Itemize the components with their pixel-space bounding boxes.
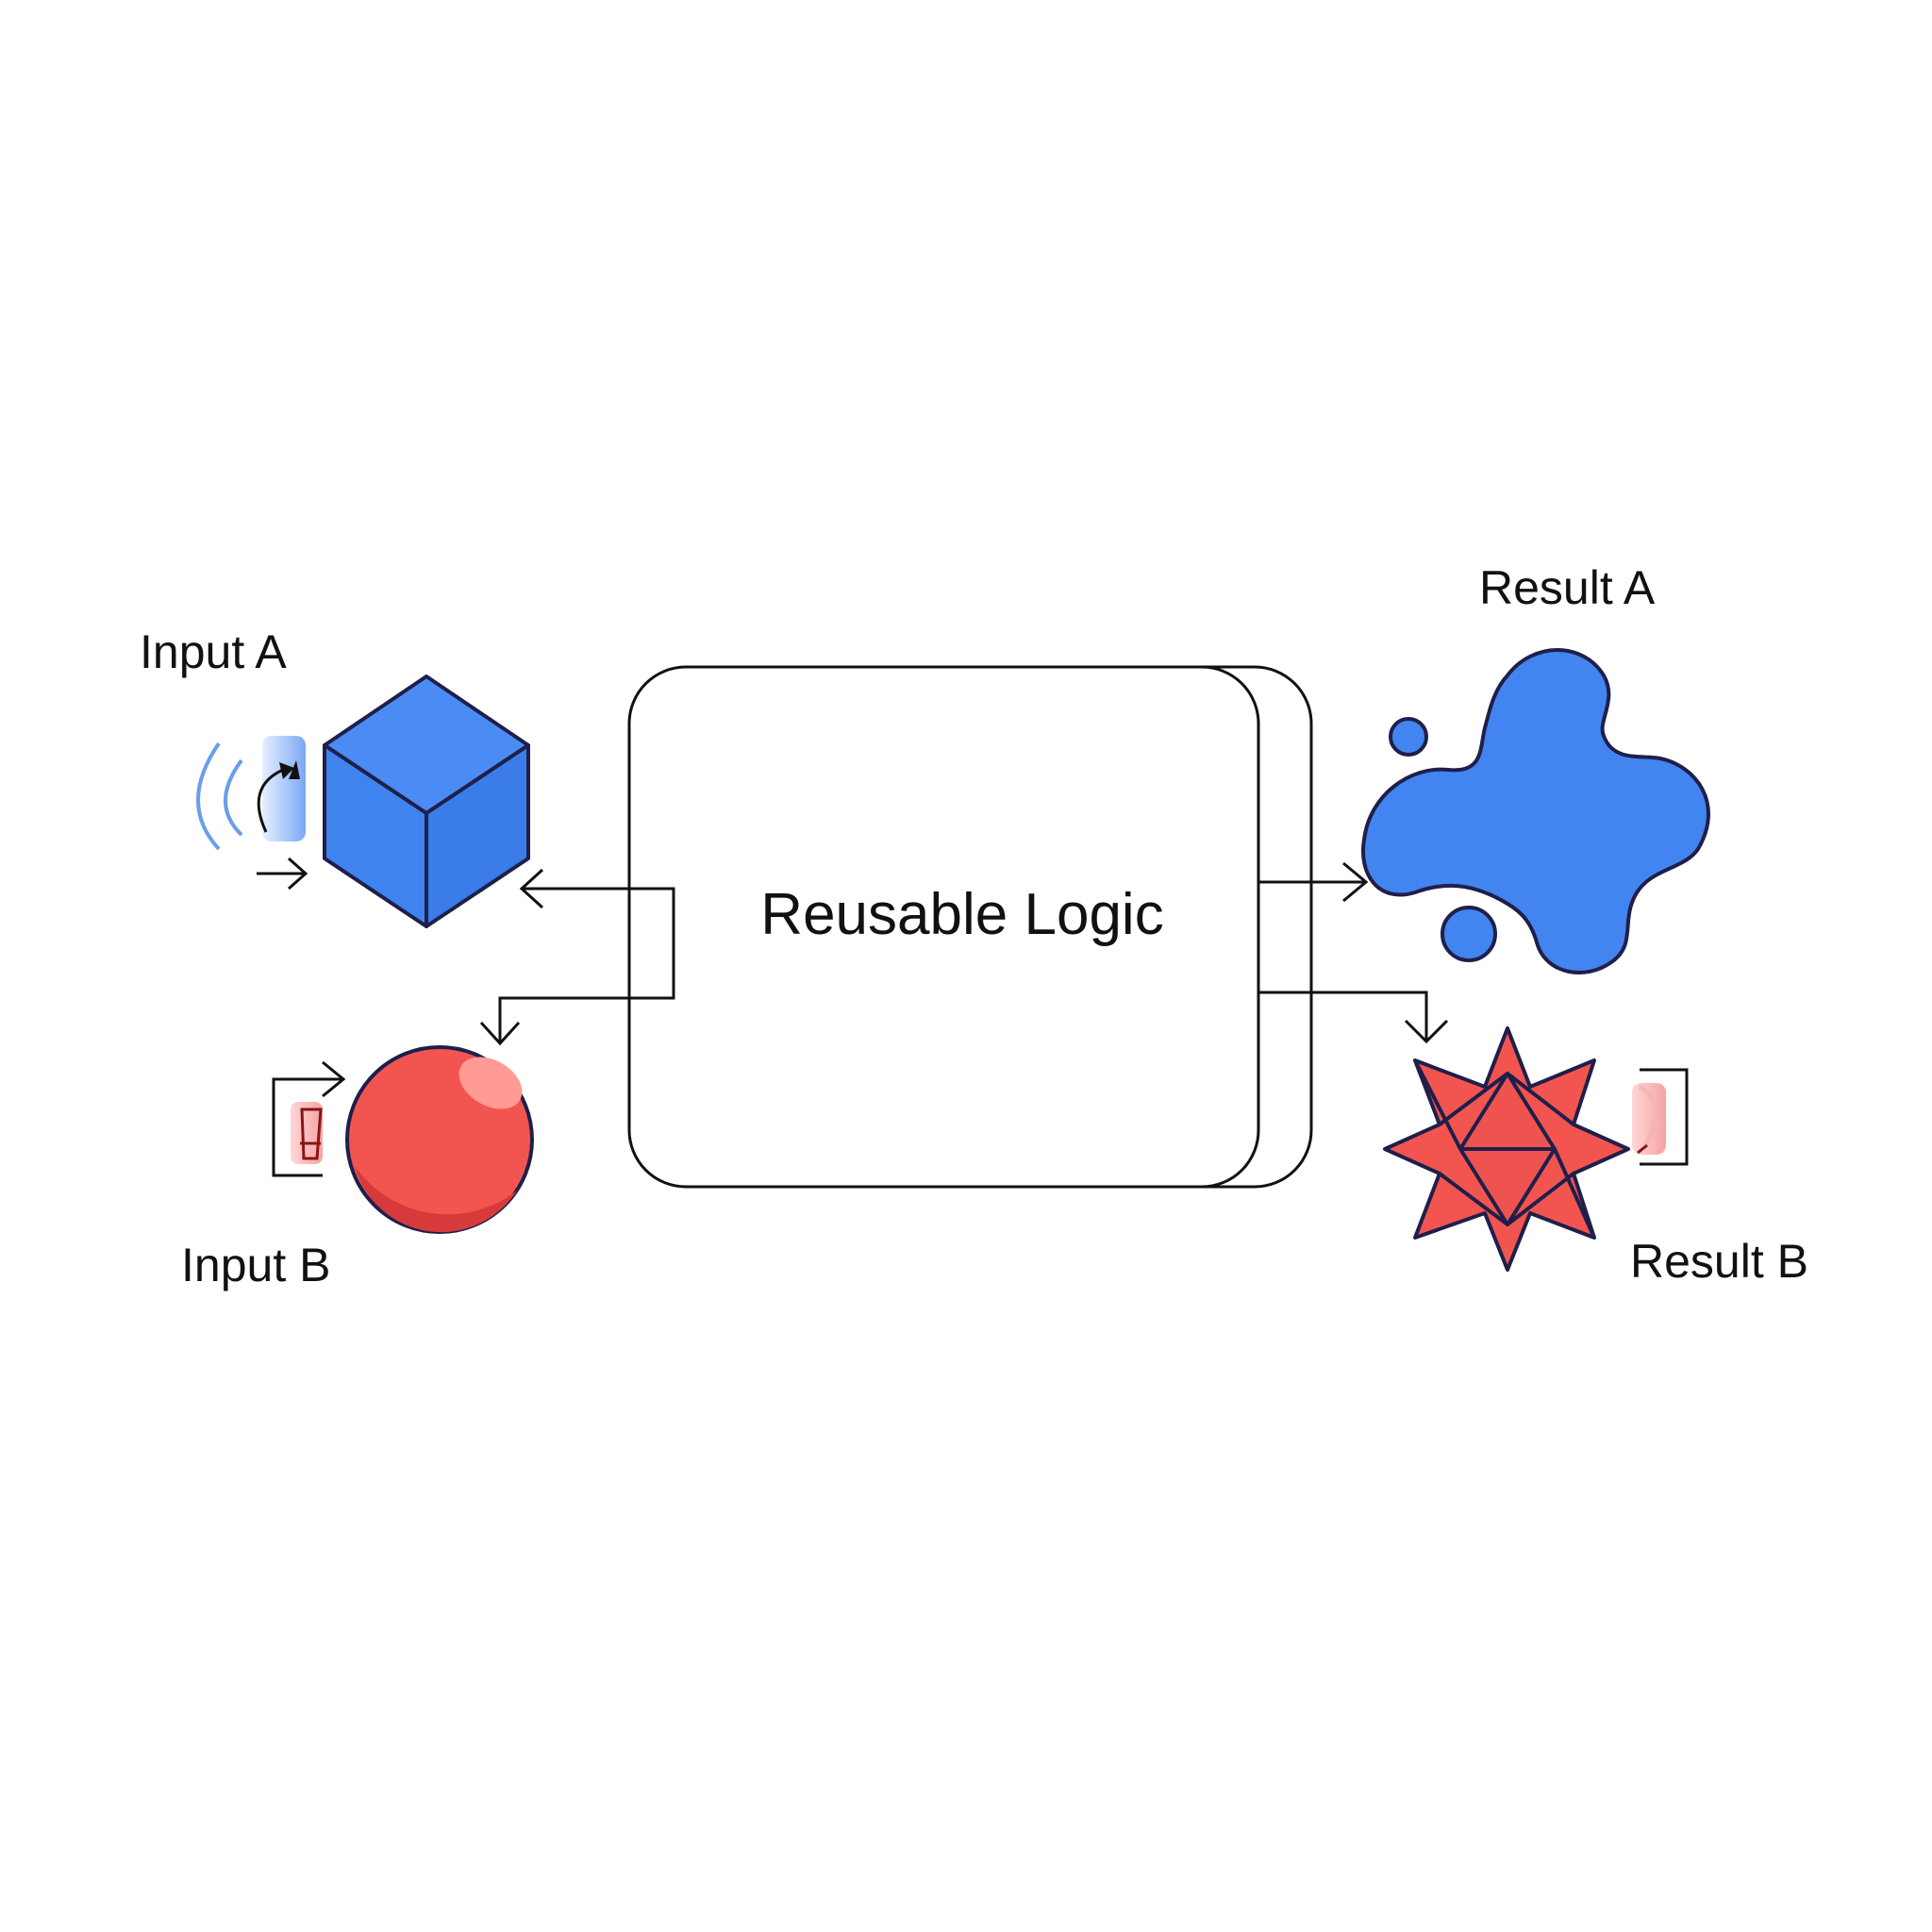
reusable-logic-label: Reusable Logic (760, 882, 1163, 947)
arrowhead-left (519, 868, 544, 909)
connector-to-result-a (1258, 861, 1369, 903)
connector-to-input-a (519, 868, 629, 909)
reusable-logic-box: Reusable Logic (627, 665, 1313, 1189)
star-polyhedron-icon (1383, 1026, 1630, 1272)
sphere-icon (345, 1045, 534, 1234)
result-b-label: Result B (1630, 1235, 1808, 1288)
blob-icon (1361, 648, 1710, 974)
cube-icon (323, 675, 530, 928)
connector-to-input-b (479, 887, 675, 1046)
result-b-bracket-icon (1632, 1068, 1689, 1166)
blob-droplet (1389, 717, 1428, 757)
input-b-label: Input B (181, 1239, 330, 1291)
blob-droplet (1441, 906, 1497, 962)
reusable-logic-box-front (627, 665, 1260, 1189)
arrowhead-down (1404, 1019, 1449, 1044)
input-b-bracket-icon (272, 1060, 346, 1177)
result-a-label: Result A (1479, 561, 1656, 614)
arrowhead-right (1342, 861, 1369, 903)
arrowhead-down (479, 1021, 521, 1046)
input-a-motion-icon (196, 736, 308, 891)
connector-to-result-b (1258, 991, 1449, 1044)
input-a-label: Input A (140, 625, 287, 678)
